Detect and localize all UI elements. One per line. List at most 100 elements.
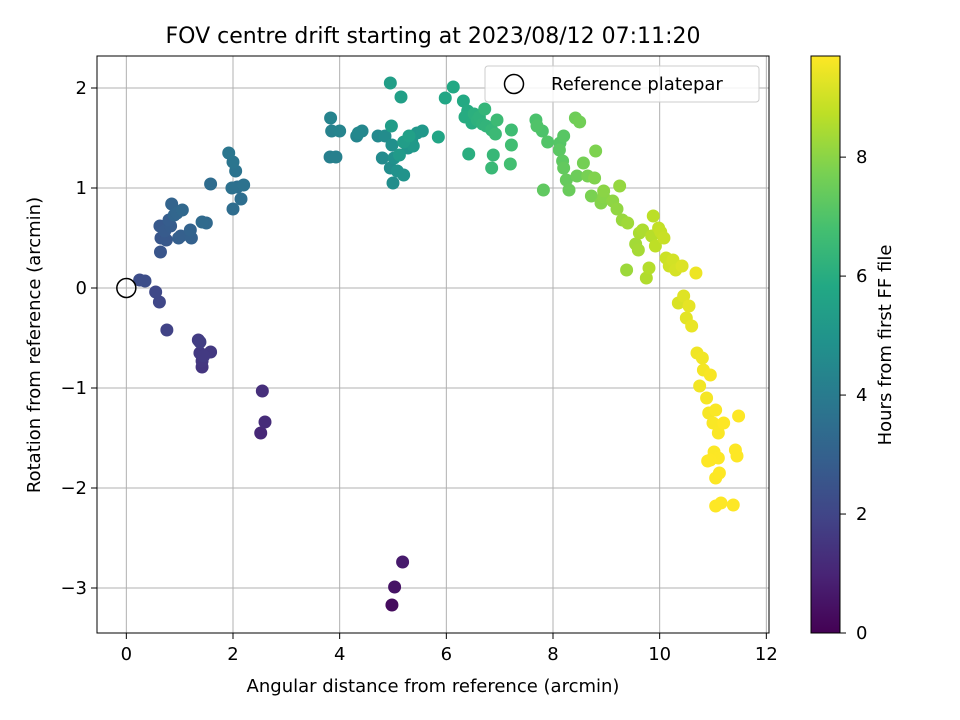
reference-platepar-marker — [116, 277, 137, 299]
data-point — [562, 183, 576, 197]
data-point — [610, 202, 624, 216]
data-point — [351, 126, 365, 140]
y-axis-ticks: −3 −2 −1 0 1 2 — [60, 78, 97, 599]
y-tick-label: −2 — [60, 478, 87, 499]
data-point — [648, 239, 662, 253]
data-point — [701, 454, 715, 468]
data-point — [197, 349, 211, 363]
data-point — [237, 178, 251, 192]
data-point — [153, 245, 167, 259]
data-point — [396, 555, 410, 569]
y-tick-label: 1 — [76, 178, 87, 199]
data-point — [621, 216, 635, 230]
legend: Reference platepar — [484, 65, 760, 103]
data-point — [478, 102, 492, 116]
data-point — [695, 351, 709, 365]
y-tick-label: 0 — [76, 278, 87, 299]
colorbar-tick-label: 8 — [856, 147, 867, 168]
data-point — [486, 148, 500, 162]
data-point — [700, 391, 714, 405]
data-point — [557, 161, 571, 175]
data-point — [193, 335, 207, 349]
data-point — [557, 129, 571, 143]
data-point — [490, 113, 504, 127]
data-point — [677, 289, 691, 303]
data-point — [620, 263, 634, 277]
legend-reference-icon — [503, 73, 525, 95]
data-point — [712, 466, 726, 480]
data-point — [402, 129, 416, 143]
data-point — [431, 130, 445, 144]
x-axis-ticks: 0 2 4 6 8 10 12 — [121, 633, 778, 665]
data-point — [394, 90, 408, 104]
x-axis-label: Angular distance from reference (arcmin) — [247, 676, 620, 697]
data-point — [329, 150, 343, 164]
x-tick-label: 2 — [227, 644, 238, 665]
data-point — [174, 229, 188, 243]
data-point — [456, 94, 470, 108]
data-point — [717, 416, 731, 430]
data-point — [254, 426, 268, 440]
data-point — [689, 266, 703, 280]
data-point — [584, 189, 598, 203]
data-point — [195, 215, 209, 229]
plot-frame — [96, 55, 770, 634]
data-point — [730, 449, 744, 463]
colorbar-tick-label: 0 — [856, 623, 867, 644]
data-point — [160, 323, 174, 337]
data-point — [383, 76, 397, 90]
data-point — [446, 80, 460, 94]
data-point — [258, 415, 272, 429]
x-tick-label: 12 — [755, 644, 778, 665]
data-point — [222, 146, 236, 160]
data-point — [152, 295, 166, 309]
data-point — [504, 123, 518, 137]
data-points — [133, 76, 746, 612]
legend-box — [484, 65, 760, 103]
data-point — [462, 147, 476, 161]
data-point — [378, 129, 392, 143]
data-point — [541, 135, 555, 149]
data-point — [709, 403, 723, 417]
data-point — [324, 111, 338, 125]
data-point — [384, 119, 398, 133]
data-point — [726, 498, 740, 512]
data-point — [375, 151, 389, 165]
data-point — [693, 379, 707, 393]
data-point — [149, 285, 163, 299]
colorbar — [810, 55, 841, 634]
data-point — [675, 259, 689, 273]
colorbar-label: Hours from first FF file — [875, 245, 896, 446]
data-point — [530, 119, 544, 133]
data-point — [175, 203, 189, 217]
data-point — [597, 184, 611, 198]
data-point — [576, 156, 590, 170]
data-point — [613, 179, 627, 193]
data-point — [503, 157, 517, 171]
data-point — [138, 274, 152, 288]
data-point — [204, 177, 218, 191]
colorbar-tick-label: 2 — [856, 504, 867, 525]
y-tick-label: 2 — [76, 78, 87, 99]
data-point — [183, 223, 197, 237]
data-point — [386, 176, 400, 190]
chart-title: FOV centre drift starting at 2023/08/12 … — [166, 24, 701, 49]
data-point — [657, 231, 671, 245]
data-point — [397, 168, 411, 182]
data-point — [504, 138, 518, 152]
data-point — [536, 183, 550, 197]
x-tick-label: 10 — [648, 644, 671, 665]
data-point — [714, 496, 728, 510]
data-point — [438, 91, 452, 105]
data-point — [703, 368, 717, 382]
data-point — [706, 416, 720, 430]
x-tick-label: 0 — [121, 644, 132, 665]
x-tick-label: 6 — [441, 644, 452, 665]
data-point — [573, 115, 587, 129]
data-point — [485, 161, 499, 175]
data-point — [589, 144, 603, 158]
data-point — [559, 173, 573, 187]
data-point — [642, 261, 656, 275]
legend-label: Reference platepar — [551, 74, 723, 95]
